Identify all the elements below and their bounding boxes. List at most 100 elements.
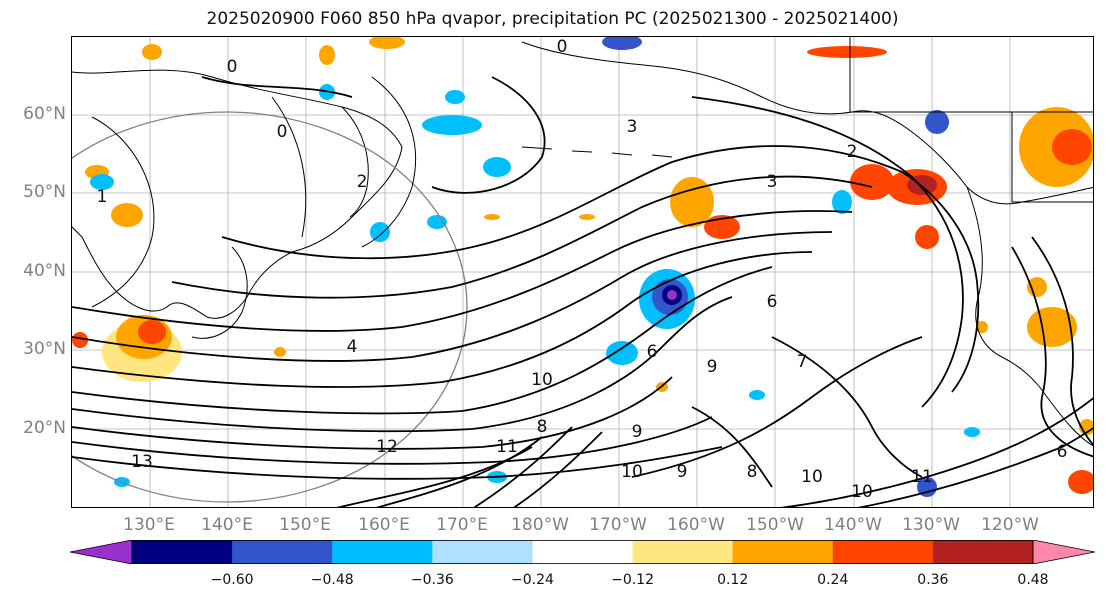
colorbar-tick-label: 0.12 [717, 572, 749, 588]
contour-line [336, 446, 533, 507]
contour-line [631, 336, 923, 478]
precip-patch [370, 222, 390, 242]
contour-label: 0 [277, 122, 288, 142]
contour-label: 8 [537, 417, 548, 437]
contour-line [72, 446, 723, 480]
contour-line [72, 376, 673, 450]
contour-line [72, 231, 833, 362]
colorbar-tick-label: −0.48 [310, 572, 354, 588]
contour-label: 12 [376, 437, 398, 457]
precip-patch [319, 45, 335, 65]
colorbar-bin [432, 540, 533, 564]
contour-line [72, 296, 733, 433]
lon-label: 150°E [279, 515, 331, 535]
contour-label: 13 [131, 452, 153, 472]
precip-patch [1027, 307, 1077, 347]
contour-label: 10 [851, 482, 873, 502]
contour-line [375, 436, 543, 507]
contour-label: 0 [557, 37, 568, 57]
precip-patch [111, 203, 143, 227]
lat-label: 50°N [23, 182, 66, 202]
lon-label: 150°W [746, 515, 804, 535]
precip-patch [579, 214, 595, 220]
precip-patch [484, 214, 500, 220]
contour-line [361, 76, 417, 248]
map-panel: 0 0 0 1 2 2 3 3 4 6 6 6 7 8 8 9 9 9 10 10 10 10 11 11 12 13 [71, 36, 1094, 508]
precip-patch [670, 177, 714, 227]
contour-line [1031, 236, 1093, 446]
lon-label: 120°W [981, 515, 1039, 535]
precip-patch [917, 477, 937, 497]
contour-line [431, 76, 546, 194]
qvapor-contours [72, 76, 1093, 507]
contour-label: 1 [97, 187, 108, 207]
precip-patch [1052, 129, 1092, 165]
lon-label: 160°E [358, 515, 410, 535]
coastline-kamchatka [341, 106, 369, 218]
contour-label: 11 [496, 437, 518, 457]
contour-label: 10 [531, 370, 553, 390]
colorbar-bin [232, 540, 333, 564]
contour-label: 9 [707, 357, 718, 377]
contour-label: 3 [627, 117, 638, 137]
colorbar-tick-label: −0.24 [510, 572, 554, 588]
contour-line [473, 426, 573, 507]
colorbar-bin [332, 540, 433, 564]
precip-patch [483, 157, 511, 177]
contour-label: 8 [747, 462, 758, 482]
colorbar-bin [932, 540, 1034, 564]
colorbar-tick-label: −0.60 [210, 572, 254, 588]
contour-line [691, 406, 773, 488]
contour-label: 0 [227, 57, 238, 77]
contour-line [171, 175, 873, 299]
precip-patch [138, 320, 166, 344]
contour-label: 9 [677, 462, 688, 482]
contour-label: 11 [911, 467, 933, 487]
contour-label: 6 [647, 342, 658, 362]
precip-patch [850, 164, 894, 200]
colorbar [70, 540, 1095, 564]
precip-patch [142, 44, 162, 60]
coastline-north-america [966, 186, 1093, 447]
contour-label: 6 [767, 292, 778, 312]
lon-label: 140°W [824, 515, 882, 535]
contour-line [72, 210, 853, 332]
contour-line [771, 336, 923, 478]
aleutians [521, 146, 673, 158]
precip-patch [90, 174, 114, 190]
contour-line [201, 76, 353, 98]
precip-patch [369, 37, 405, 49]
contour-line [857, 427, 1093, 507]
coastlines [72, 37, 1093, 447]
contour-line [72, 251, 813, 388]
coastline-japan [191, 246, 248, 339]
precip-patch [807, 46, 887, 58]
precip-patch [602, 37, 642, 50]
contour-line [72, 266, 773, 415]
chart-title: 2025020900 F060 850 hPa qvapor, precipit… [206, 9, 899, 29]
lat-label: 60°N [23, 104, 66, 124]
contour-label: 6 [1057, 442, 1068, 462]
contour-line [780, 397, 1093, 507]
lon-label: 130°E [123, 515, 175, 535]
lon-label: 170°E [436, 515, 488, 535]
precip-patch [274, 347, 286, 357]
contour-label: 4 [347, 337, 358, 357]
colorbar-extend-high [1032, 540, 1095, 564]
precip-patch [976, 321, 988, 333]
contour-label: 10 [621, 462, 643, 482]
contour-label: 9 [632, 422, 643, 442]
colorbar-extend-low [70, 540, 133, 564]
contour-line [271, 96, 307, 238]
precip-patch [964, 427, 980, 437]
colorbar-bin [832, 540, 934, 564]
lon-label: 130°W [902, 515, 960, 535]
domain-circle [72, 111, 468, 503]
contour-line [72, 416, 713, 465]
contour-label: 2 [847, 142, 858, 162]
contour-line [221, 145, 980, 393]
contour-line [691, 96, 964, 408]
lat-label: 40°N [23, 261, 66, 281]
